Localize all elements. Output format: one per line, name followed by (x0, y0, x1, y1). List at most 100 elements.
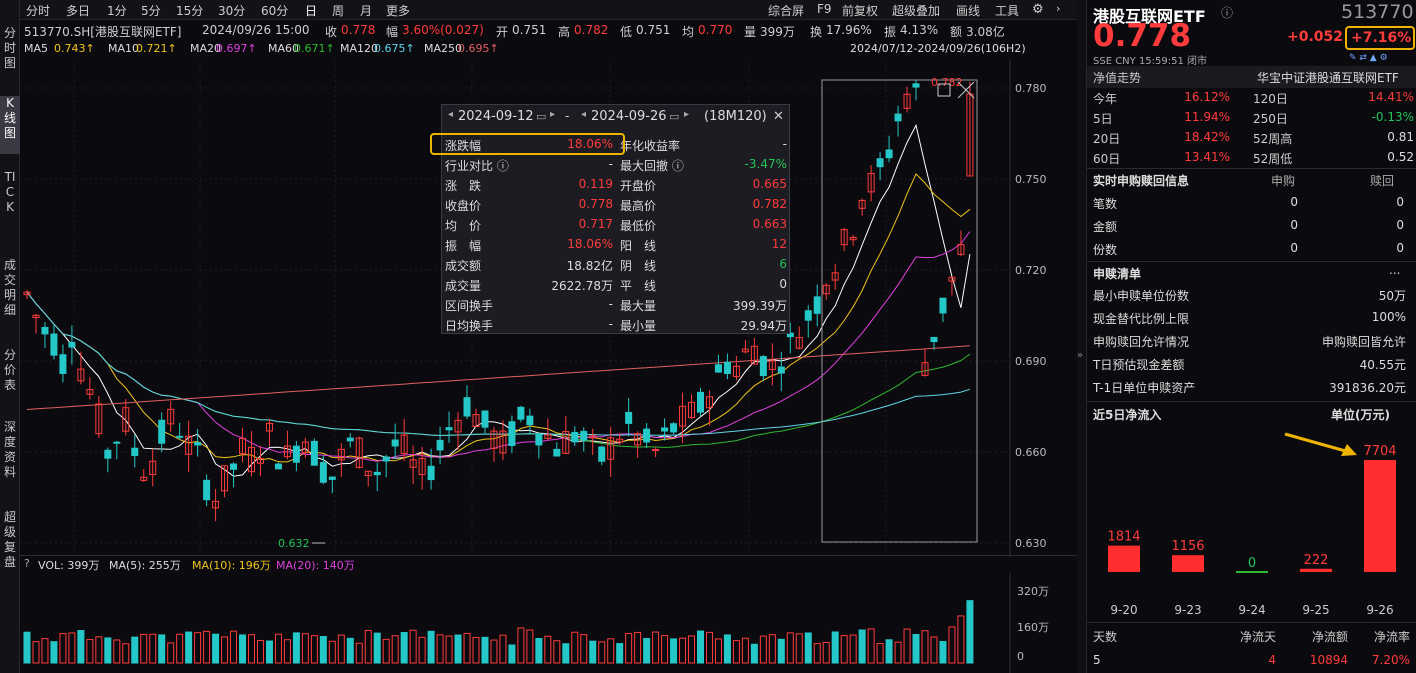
tool-overlay[interactable]: 超级叠加 (892, 4, 941, 18)
nav-timeshare[interactable]: 分时图 (3, 26, 16, 70)
chevron-right-icon[interactable]: › (1056, 2, 1061, 15)
inflow-date: 9-26 (1366, 603, 1393, 617)
tool-multiscreen[interactable]: 综合屏 (768, 4, 805, 18)
toolbar-icons[interactable]: ✎ ⇄ ▲ ⚙ (1349, 53, 1388, 63)
candle-body (831, 272, 839, 281)
market-meta: SSE CNY 15:59:51 闭市 (1093, 56, 1208, 67)
popup-cell: 6 (779, 257, 787, 271)
volume-bar (679, 637, 687, 664)
next-date-icon[interactable]: ▸ (550, 109, 556, 120)
close-value: 0.778 (341, 23, 376, 37)
candle-body (679, 405, 687, 427)
vol-label: 量 (744, 25, 757, 39)
price-change: +0.052 (1287, 29, 1344, 45)
tab-1min[interactable]: 1分 (107, 4, 127, 18)
nav-depth[interactable]: 深度资料 (3, 420, 16, 479)
calendar-icon[interactable]: ▭ (536, 110, 547, 123)
amp-label: 振 (884, 25, 897, 39)
calendar-icon[interactable]: ▭ (669, 110, 680, 123)
candle-body (948, 276, 956, 282)
double-chevron-icon[interactable]: » (1077, 350, 1084, 361)
tool-f9[interactable]: F9 (817, 2, 832, 16)
candle-body (697, 391, 704, 413)
candle-body (221, 465, 229, 492)
tab-timeshare[interactable]: 分时 (26, 4, 51, 18)
next-date-icon[interactable]: ▸ (684, 109, 690, 120)
prev-date-icon[interactable]: ◂ (448, 109, 454, 120)
help-icon[interactable]: ? (24, 557, 30, 570)
tab-30min[interactable]: 30分 (218, 4, 246, 18)
volume-bar (185, 631, 193, 664)
highlight-box (430, 133, 625, 155)
info-icon[interactable]: ⓘ (1221, 6, 1234, 20)
nav-kline[interactable]: K线图 (0, 96, 20, 154)
selection-box[interactable] (821, 79, 978, 543)
tool-tools[interactable]: 工具 (995, 4, 1020, 18)
tab-5min[interactable]: 5分 (141, 4, 161, 18)
tab-60min[interactable]: 60分 (261, 4, 289, 18)
candle-body (301, 441, 309, 454)
volume-bar (795, 633, 803, 664)
list-label: 申购赎回允许情况 (1093, 335, 1190, 349)
quote-info-line: 513770.SH[港股互联网ETF] 2024/09/26 15:00 收 0… (24, 20, 1074, 40)
nav-tick[interactable]: TICK (4, 170, 16, 214)
nav-section: 净值走势 华宝中证港股通互联网ETF (1087, 66, 1416, 88)
security-code: 513770.SH[港股互联网ETF] (24, 25, 182, 39)
ma120-value: 0.675↑ (374, 42, 415, 55)
perf-cell: 0.52 (1387, 150, 1414, 164)
inflow-value: 1156 (1171, 539, 1204, 554)
range-mode[interactable]: (18M120) (704, 109, 767, 124)
nav-price-table[interactable]: 分价表 (3, 348, 16, 392)
popup-cell: 0.665 (752, 177, 787, 191)
volume-bar (723, 634, 731, 664)
candle-body (292, 445, 300, 463)
volume-bar (562, 643, 570, 664)
flow-foot-value: 4 (1268, 653, 1276, 667)
high-value: 0.782 (574, 23, 609, 37)
tab-15min[interactable]: 15分 (176, 4, 204, 18)
tool-adjust[interactable]: 前复权 (842, 4, 879, 18)
perf-cell: 0.81 (1387, 130, 1414, 144)
candle-body (894, 113, 902, 122)
candle-body (652, 449, 660, 452)
amount-label: 额 (950, 25, 963, 39)
perf-cell: 11.94% (1184, 110, 1230, 124)
candle-body (741, 348, 749, 353)
candle-body (445, 427, 453, 431)
nav-trade-detail[interactable]: 成交明细 (3, 258, 16, 317)
close-icon[interactable] (957, 81, 975, 99)
date-from[interactable]: 2024-09-12 (458, 109, 534, 124)
panel-collapse[interactable]: » (1077, 0, 1086, 673)
tab-more[interactable]: 更多 (386, 4, 411, 18)
date-to[interactable]: 2024-09-26 (591, 109, 667, 124)
volume-chart[interactable]: 320万 160万 0 (20, 573, 1077, 673)
y-tick-label: 0.720 (1015, 264, 1047, 277)
volume-bar (239, 634, 247, 664)
tab-multiday[interactable]: 多日 (66, 4, 91, 18)
left-nav: 分时图 K线图 TICK 成交明细 分价表 深度资料 超级复盘 (0, 0, 20, 673)
tab-day[interactable]: 日 (305, 4, 318, 18)
prev-date-icon[interactable]: ◂ (581, 109, 587, 120)
volume-bar (319, 636, 327, 664)
popup-cell: 399.39万 (733, 299, 787, 313)
more-button[interactable]: ... (1389, 263, 1401, 277)
window-icon[interactable] (937, 83, 951, 97)
popup-cell: 年化收益率 (620, 139, 681, 153)
volume-bar (391, 635, 399, 664)
volume-bar (32, 641, 40, 664)
vol-tick-label: 320万 (1017, 585, 1049, 598)
subscribe-cell: 金额 (1093, 220, 1118, 234)
volume-bar (59, 633, 67, 664)
kline-chart[interactable]: 0.782 0.632 0.780 0.750 0.720 0.690 0.660 0.6… (20, 60, 1077, 557)
subscribe-cell: 0 (1290, 195, 1298, 209)
tab-week[interactable]: 周 (332, 4, 345, 18)
volume-bar (490, 639, 498, 664)
volume-bar (670, 638, 678, 664)
candle-body (553, 448, 561, 457)
close-icon[interactable]: ✕ (773, 109, 784, 124)
candle-body (86, 389, 94, 395)
tab-month[interactable]: 月 (360, 4, 373, 18)
gear-icon[interactable]: ⚙ (1032, 2, 1044, 17)
nav-replay[interactable]: 超级复盘 (3, 510, 16, 569)
tool-draw[interactable]: 画线 (956, 4, 981, 18)
